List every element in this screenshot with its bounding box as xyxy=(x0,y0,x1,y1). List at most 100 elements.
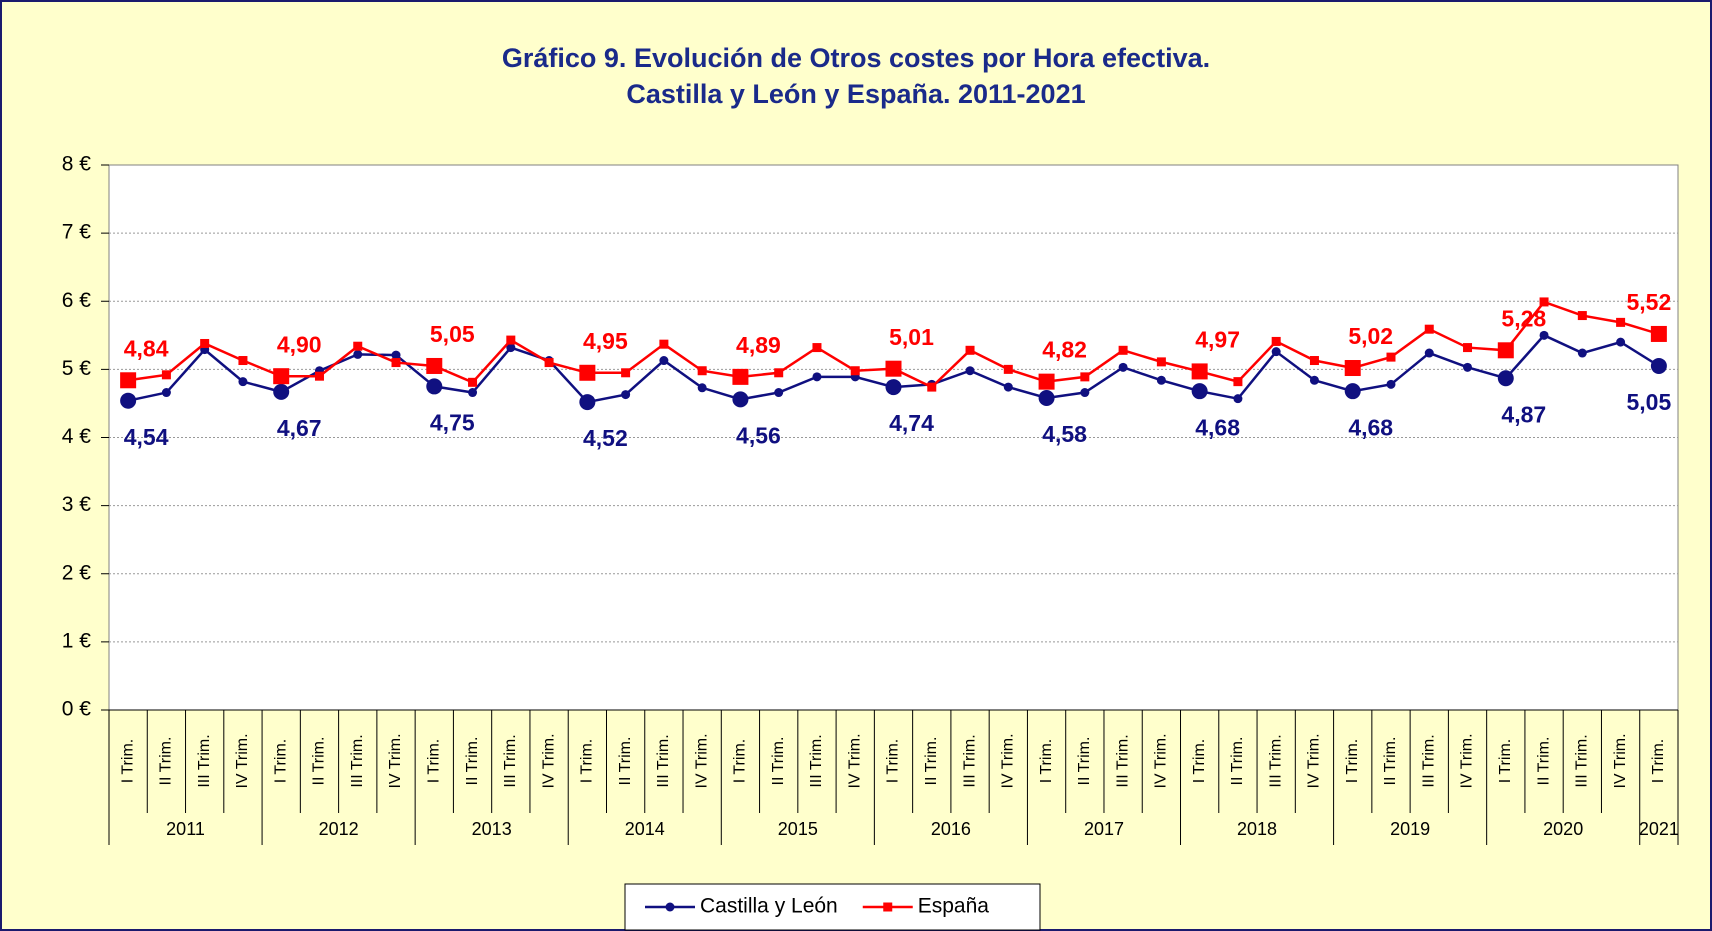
data-label: 4,52 xyxy=(583,425,628,451)
data-label: 5,05 xyxy=(430,321,475,347)
point xyxy=(774,368,784,378)
x-tick-label: IV Trim. xyxy=(387,733,404,788)
x-tick-label: I Trim. xyxy=(119,739,136,783)
data-label: 4,68 xyxy=(1348,414,1393,440)
point xyxy=(1003,364,1013,374)
y-tick-label: 6 € xyxy=(62,289,92,312)
point xyxy=(1118,345,1128,355)
x-tick-label: II Trim. xyxy=(1535,737,1552,786)
y-tick-label: 0 € xyxy=(62,698,92,721)
point xyxy=(885,379,902,396)
point xyxy=(1577,311,1587,321)
data-label: 5,52 xyxy=(1626,289,1671,315)
point xyxy=(120,392,137,409)
point xyxy=(1156,375,1166,385)
point xyxy=(1386,379,1396,389)
x-tick-label: III Trim. xyxy=(1114,734,1131,787)
point xyxy=(659,356,669,366)
x-tick-label: III Trim. xyxy=(349,734,366,787)
point xyxy=(812,343,822,353)
point xyxy=(850,366,860,376)
x-tick-label: III Trim. xyxy=(1574,734,1591,787)
point xyxy=(927,382,937,392)
y-tick-label: 4 € xyxy=(62,425,92,448)
point xyxy=(273,383,290,400)
point xyxy=(426,357,443,374)
x-tick-label: I Trim. xyxy=(885,739,902,783)
x-tick-label: I Trim. xyxy=(1191,739,1208,783)
year-label: 2015 xyxy=(778,819,818,839)
point xyxy=(1038,373,1055,390)
x-tick-label: II Trim. xyxy=(1076,737,1093,786)
point xyxy=(1118,362,1128,372)
year-label: 2016 xyxy=(931,819,971,839)
year-label: 2013 xyxy=(472,819,512,839)
point xyxy=(885,360,902,377)
data-label: 5,05 xyxy=(1626,389,1671,415)
point xyxy=(1191,363,1208,380)
point xyxy=(506,335,516,345)
point xyxy=(1271,336,1281,346)
x-tick-label: IV Trim. xyxy=(1000,733,1017,788)
point xyxy=(1539,330,1549,340)
data-label: 4,54 xyxy=(124,424,169,450)
x-tick-label: III Trim. xyxy=(502,734,519,787)
x-tick-label: II Trim. xyxy=(158,737,175,786)
point xyxy=(353,349,363,359)
point xyxy=(1309,356,1319,366)
point xyxy=(732,391,749,408)
y-tick-label: 2 € xyxy=(62,561,92,584)
year-label: 2019 xyxy=(1390,819,1430,839)
point xyxy=(1080,372,1090,382)
x-tick-label: III Trim. xyxy=(808,734,825,787)
point xyxy=(579,394,596,411)
point xyxy=(1233,394,1243,404)
point xyxy=(120,372,137,389)
point xyxy=(621,390,631,400)
point xyxy=(1424,324,1434,334)
x-tick-label: III Trim. xyxy=(1267,734,1284,787)
x-tick-label: IV Trim. xyxy=(1306,733,1323,788)
data-label: 4,87 xyxy=(1501,401,1546,427)
x-tick-label: IV Trim. xyxy=(1153,733,1170,788)
point xyxy=(391,358,401,368)
x-tick-label: IV Trim. xyxy=(846,733,863,788)
point xyxy=(391,350,401,360)
x-tick-label: I Trim. xyxy=(1650,739,1667,783)
point xyxy=(1497,342,1514,359)
year-label: 2012 xyxy=(319,819,359,839)
x-tick-label: III Trim. xyxy=(961,734,978,787)
x-tick-label: II Trim. xyxy=(617,737,634,786)
point xyxy=(353,341,363,351)
legend-marker xyxy=(883,902,893,912)
point xyxy=(1038,389,1055,406)
y-tick-label: 1 € xyxy=(62,629,92,652)
x-tick-label: III Trim. xyxy=(1420,734,1437,787)
point xyxy=(200,338,210,348)
point xyxy=(1003,382,1013,392)
x-tick-label: I Trim. xyxy=(272,739,289,783)
x-tick-label: I Trim. xyxy=(425,739,442,783)
year-label: 2018 xyxy=(1237,819,1277,839)
x-tick-label: III Trim. xyxy=(196,734,213,787)
x-tick-label: I Trim. xyxy=(732,739,749,783)
point xyxy=(1344,360,1361,377)
data-label: 4,82 xyxy=(1042,337,1087,363)
y-tick-label: 5 € xyxy=(62,357,92,380)
point xyxy=(1650,325,1667,342)
point xyxy=(621,368,631,378)
x-tick-label: I Trim. xyxy=(1038,739,1055,783)
point xyxy=(468,388,478,398)
point xyxy=(697,366,707,376)
point xyxy=(732,368,749,385)
point xyxy=(161,388,171,398)
point xyxy=(1424,348,1434,358)
x-tick-label: II Trim. xyxy=(464,737,481,786)
x-tick-label: I Trim. xyxy=(579,739,596,783)
data-label: 4,56 xyxy=(736,422,781,448)
point xyxy=(1156,357,1166,367)
x-tick-label: III Trim. xyxy=(655,734,672,787)
year-label: 2014 xyxy=(625,819,665,839)
